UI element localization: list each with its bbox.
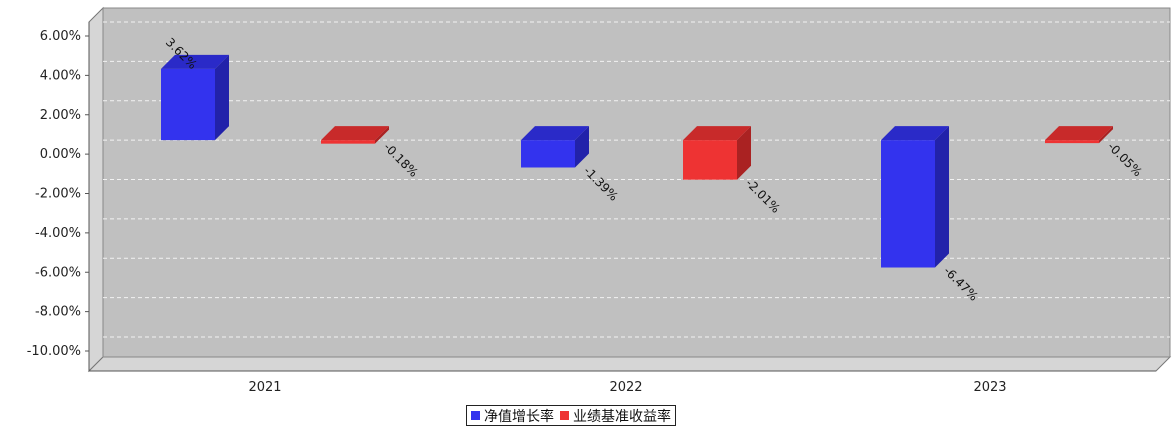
legend-swatch <box>560 411 569 420</box>
y-tick-label: -8.00% <box>35 305 81 320</box>
bar <box>881 126 949 268</box>
bar <box>521 126 589 168</box>
bar-front <box>683 140 737 180</box>
y-tick-label: -6.00% <box>35 265 81 280</box>
bar-top <box>321 126 389 141</box>
bar-top <box>881 126 949 141</box>
bar-top <box>1045 126 1113 141</box>
y-tick-label: -2.00% <box>35 187 81 202</box>
bar-front <box>1045 140 1099 144</box>
y-tick-label: 2.00% <box>40 108 81 123</box>
bar-top <box>161 54 229 69</box>
bar <box>161 54 229 141</box>
plot-background <box>102 7 1171 358</box>
y-tick-label: 6.00% <box>40 29 81 44</box>
bar-side <box>375 126 389 144</box>
bar-top <box>683 126 751 141</box>
legend-label: 业绩基准收益率 <box>573 408 671 425</box>
legend-item-benchmark-return: 业绩基准收益率 <box>560 406 671 426</box>
y-tick-label: -10.00% <box>27 344 81 359</box>
bar <box>683 126 751 180</box>
bar-side <box>1099 126 1113 144</box>
bar-side <box>935 126 949 268</box>
gridlines <box>103 21 1170 338</box>
bar-side <box>215 54 229 141</box>
x-tick-label: 2023 <box>973 380 1006 395</box>
bar-top <box>521 126 589 141</box>
plot-frame <box>87 6 1172 373</box>
bar-front <box>521 140 575 168</box>
bar-front <box>881 140 935 268</box>
legend-swatch <box>471 411 480 420</box>
x-tick-label: 2021 <box>248 380 281 395</box>
bar-side <box>737 126 751 180</box>
bar-side <box>575 126 589 168</box>
legend-item-nav-growth: 净值增长率 <box>471 406 554 426</box>
legend-label: 净值增长率 <box>484 408 554 425</box>
bar <box>1045 126 1113 144</box>
left-wall <box>88 6 104 373</box>
y-tick-label: 0.00% <box>40 147 81 162</box>
x-tick-label: 2022 <box>609 380 642 395</box>
x-axis: 2021 2022 2023 <box>89 370 1156 395</box>
y-tick-label: 4.00% <box>40 68 81 83</box>
legend: 净值增长率 业绩基准收益率 <box>466 405 676 426</box>
floor <box>87 356 1172 372</box>
bar-front <box>321 140 375 144</box>
y-axis: 6.00% 4.00% 2.00% 0.00% -2.00% -4.00% -6.00% -8… <box>27 22 90 371</box>
bars <box>161 54 1113 268</box>
bar-front <box>161 68 215 141</box>
bar <box>321 126 389 144</box>
y-tick-label: -4.00% <box>35 226 81 241</box>
bar-chart: 6.00% 4.00% 2.00% 0.00% -2.00% -4.00% -6.00% -8… <box>27 6 1172 395</box>
